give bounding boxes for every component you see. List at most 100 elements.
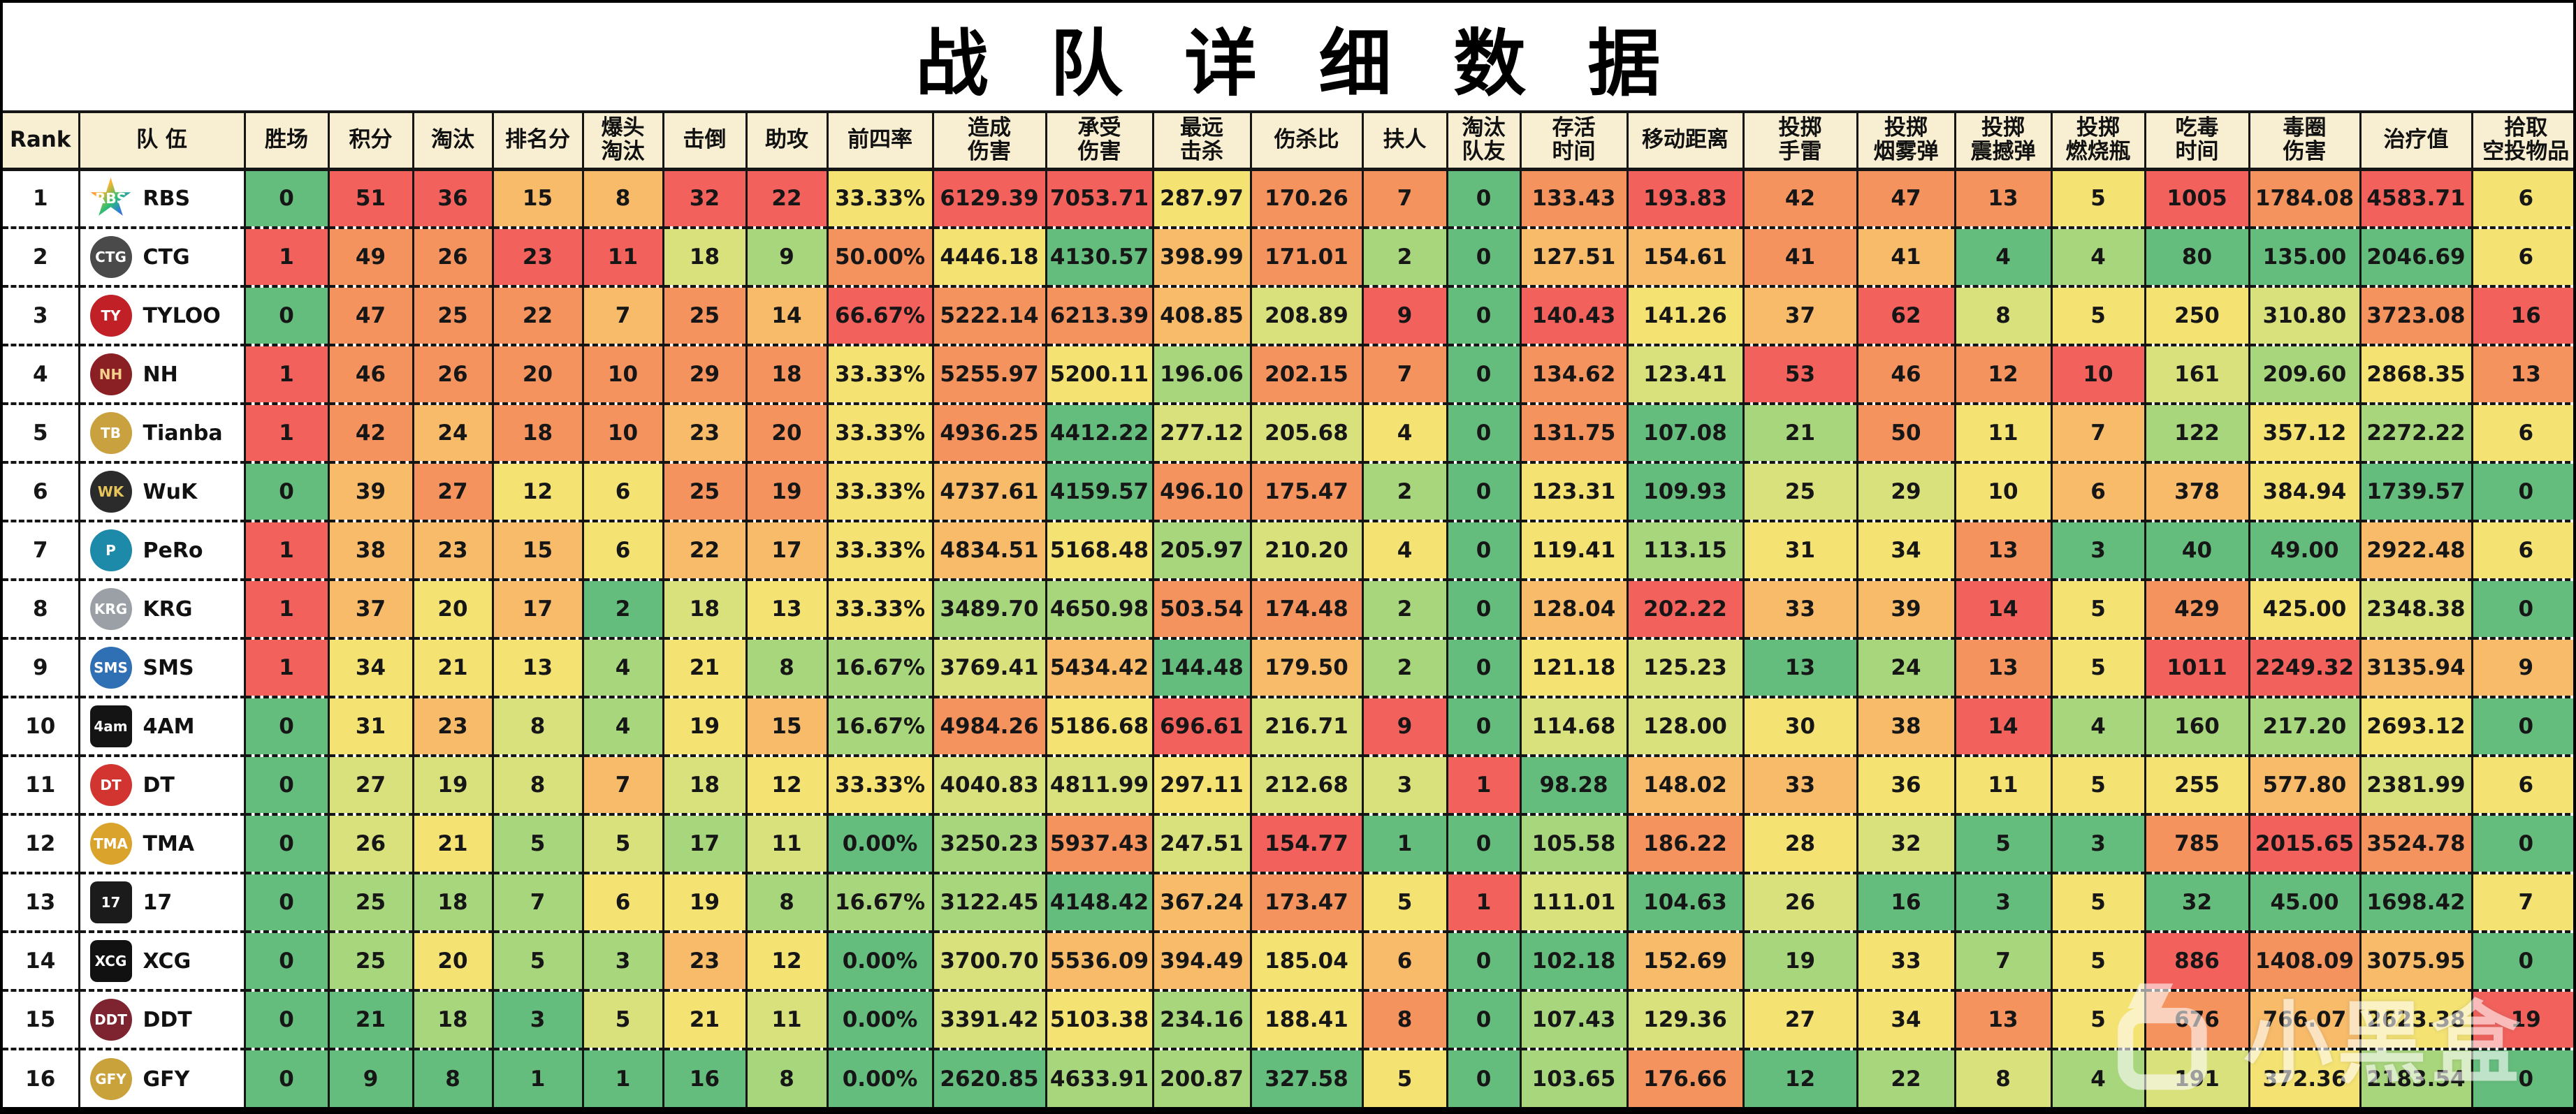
stat-cell: 34 <box>327 637 413 697</box>
stat-cell: 4159.57 <box>1045 461 1153 521</box>
stat-cell: 378 <box>2144 461 2249 521</box>
stat-cell: 5103.38 <box>1045 989 1153 1049</box>
stat-cell: 47 <box>1856 169 1955 228</box>
stat-cell: 6 <box>581 461 663 521</box>
stat-cell: 23 <box>412 696 493 756</box>
stat-cell: 31 <box>327 696 413 756</box>
stat-cell: 33.33% <box>826 520 933 580</box>
stat-cell: 503.54 <box>1151 578 1251 638</box>
stat-cell: 1408.09 <box>2248 930 2360 990</box>
table-row: 14 XCG XCG 0 25 20 5 3 23 12 0.00% 3700.70 5536.09 39… <box>3 930 2573 990</box>
stat-cell: 1 <box>243 226 328 286</box>
stat-cell: 8 <box>1953 1048 2051 1107</box>
stat-cell: 5 <box>2050 872 2145 932</box>
column-header-18: 投掷 手雷 <box>1742 110 1857 171</box>
team-logo-icon: DDT <box>89 999 132 1041</box>
stat-cell: 2 <box>1361 226 1447 286</box>
stat-cell: 429 <box>2144 578 2249 638</box>
stat-cell: 3700.70 <box>931 930 1046 990</box>
stat-cell: 41 <box>1856 226 1955 286</box>
stat-cell: 0 <box>1446 813 1520 873</box>
stat-cell: 287.97 <box>1151 169 1251 228</box>
stat-cell: 408.85 <box>1151 285 1251 345</box>
stat-cell: 785 <box>2144 813 2249 873</box>
stat-cell: 26 <box>412 344 493 404</box>
stat-cell: 0 <box>243 169 328 228</box>
stat-cell: 32 <box>662 169 746 228</box>
stat-cell: 4412.22 <box>1045 402 1153 462</box>
stat-cell: 2 <box>1361 461 1447 521</box>
stat-cell: 140.43 <box>1519 285 1627 345</box>
stat-cell: 0 <box>2471 813 2573 873</box>
team-logo-icon: XCG <box>89 940 132 982</box>
stat-cell: 3391.42 <box>931 989 1046 1049</box>
stat-cell: 4 <box>1361 520 1447 580</box>
stat-cell: 0 <box>2471 696 2573 756</box>
stat-cell: 1 <box>1361 813 1447 873</box>
stat-cell: 33.33% <box>826 754 933 814</box>
stat-cell: 1784.08 <box>2248 169 2360 228</box>
stat-cell: 50.00% <box>826 226 933 286</box>
stat-cell: 26 <box>1742 872 1857 932</box>
table-row: 3 TY TYLOO 0 47 25 22 7 25 14 66.67% 5222.14 6213.39… <box>3 285 2573 345</box>
team-name: SMS <box>143 655 194 680</box>
stat-cell: 6 <box>2471 169 2573 228</box>
stat-cell: 34 <box>1856 989 1955 1049</box>
stat-cell: 23 <box>412 520 493 580</box>
stat-cell: 12 <box>1953 344 2051 404</box>
stat-cell: 17 <box>491 578 583 638</box>
stat-cell: 45.00 <box>2248 872 2360 932</box>
column-header-20: 投掷 震撼弹 <box>1953 110 2051 171</box>
column-header-17: 移动距离 <box>1626 110 1743 171</box>
stat-cell: 20 <box>745 402 827 462</box>
stat-cell: 2272.22 <box>2359 402 2472 462</box>
stat-cell: 160 <box>2144 696 2249 756</box>
stat-cell: 6 <box>1361 930 1447 990</box>
stat-cell: 3723.08 <box>2359 285 2472 345</box>
stat-cell: 217.20 <box>2248 696 2360 756</box>
stat-cell: 22 <box>745 169 827 228</box>
stat-cell: 3524.78 <box>2359 813 2472 873</box>
stat-cell: 8 <box>491 696 583 756</box>
team-name: WuK <box>143 479 198 504</box>
stat-cell: 107.08 <box>1626 402 1743 462</box>
stat-cell: 8 <box>745 1048 827 1107</box>
rank-cell: 3 <box>3 285 79 345</box>
stat-cell: 7 <box>2050 402 2145 462</box>
stat-cell: 277.12 <box>1151 402 1251 462</box>
column-header-10: 造成 伤害 <box>931 110 1046 171</box>
stat-cell: 12 <box>745 754 827 814</box>
stat-cell: 121.18 <box>1519 637 1627 697</box>
stat-cell: 297.11 <box>1151 754 1251 814</box>
stat-cell: 4583.71 <box>2359 169 2472 228</box>
stat-cell: 2348.38 <box>2359 578 2472 638</box>
stat-cell: 9 <box>327 1048 413 1107</box>
stat-cell: 2 <box>581 578 663 638</box>
stat-cell: 384.94 <box>2248 461 2360 521</box>
table-row: 4 NH NH 1 46 26 20 10 29 18 33.33% 5255.97 5200.11 19… <box>3 344 2573 404</box>
stat-cell: 8 <box>412 1048 493 1107</box>
page-title: 战队详细数据 <box>915 20 1722 106</box>
stat-cell: 11 <box>1953 754 2051 814</box>
stat-cell: 8 <box>491 754 583 814</box>
stat-cell: 5200.11 <box>1045 344 1153 404</box>
stat-cell: 21 <box>412 637 493 697</box>
stat-cell: 173.47 <box>1249 872 1362 932</box>
stat-cell: 209.60 <box>2248 344 2360 404</box>
stat-cell: 676 <box>2144 989 2249 1049</box>
stat-cell: 18 <box>412 872 493 932</box>
team-name: TYLOO <box>143 303 221 328</box>
stat-cell: 66.67% <box>826 285 933 345</box>
stat-cell: 29 <box>1856 461 1955 521</box>
stat-cell: 2381.99 <box>2359 754 2472 814</box>
team-name: 4AM <box>143 714 195 739</box>
stat-cell: 0 <box>1446 169 1520 228</box>
team-logo-icon: P <box>89 529 132 571</box>
stat-cell: 200.87 <box>1151 1048 1251 1107</box>
stat-cell: 5168.48 <box>1045 520 1153 580</box>
stat-cell: 4 <box>2050 1048 2145 1107</box>
stat-cell: 0.00% <box>826 813 933 873</box>
stat-cell: 22 <box>491 285 583 345</box>
stat-cell: 42 <box>327 402 413 462</box>
stat-cell: 216.71 <box>1249 696 1362 756</box>
